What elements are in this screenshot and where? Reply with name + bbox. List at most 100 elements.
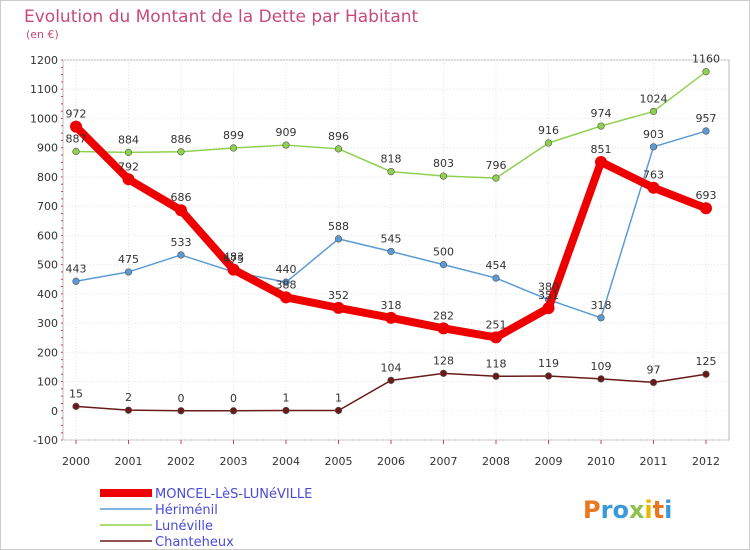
- x-tick-label: 2001: [115, 455, 143, 468]
- data-label: 972: [66, 108, 87, 121]
- data-label: 282: [433, 309, 454, 322]
- x-tick-label: 2009: [535, 455, 563, 468]
- chart-subtitle: (en €): [26, 28, 59, 41]
- data-point: [175, 204, 187, 217]
- legend-label: Lunéville: [155, 519, 213, 534]
- data-label: 916: [538, 124, 559, 137]
- x-tick-label: 2010: [587, 455, 615, 468]
- data-label: 903: [643, 128, 664, 141]
- legend-label: MONCEL-LèS-LUNéVILLE: [155, 487, 312, 502]
- data-label: 909: [276, 126, 297, 139]
- data-label: 1024: [640, 92, 668, 105]
- x-tick-label: 2003: [220, 455, 248, 468]
- x-tick-label: 2012: [692, 455, 720, 468]
- data-point: [702, 370, 710, 378]
- y-tick-label: 400: [37, 288, 58, 301]
- data-point: [700, 202, 712, 215]
- data-label: 818: [381, 153, 402, 166]
- data-label: 851: [591, 143, 612, 156]
- data-point: [70, 120, 82, 133]
- y-tick-label: 500: [37, 259, 58, 272]
- data-label: 974: [591, 107, 612, 120]
- data-point: [177, 407, 185, 415]
- data-point: [280, 291, 292, 304]
- data-label: 119: [538, 357, 559, 370]
- data-label: 251: [486, 318, 507, 331]
- data-point: [124, 148, 133, 156]
- data-label: 443: [66, 262, 87, 275]
- y-tick-label: 1200: [30, 54, 58, 67]
- data-point: [387, 247, 395, 256]
- data-point: [229, 144, 238, 152]
- data-point: [282, 278, 290, 286]
- data-label: 887: [66, 132, 87, 145]
- data-point: [649, 143, 658, 151]
- data-label: 352: [328, 289, 349, 302]
- data-label: 693: [696, 189, 717, 202]
- data-point: [282, 406, 290, 415]
- y-tick-label: 1000: [30, 112, 58, 125]
- data-label: 796: [486, 159, 507, 172]
- legend-label: Hériménil: [155, 503, 218, 518]
- data-point: [387, 168, 395, 176]
- data-point: [544, 372, 553, 380]
- data-label: 1: [335, 391, 342, 404]
- data-label: 454: [486, 259, 507, 272]
- data-point: [597, 375, 605, 383]
- x-tick-label: 2005: [325, 455, 353, 468]
- data-label: 1: [283, 391, 290, 404]
- data-point: [439, 261, 448, 269]
- data-label: 109: [591, 360, 612, 373]
- y-tick-label: 0: [51, 405, 58, 418]
- data-point: [124, 406, 133, 414]
- data-label: 351: [538, 289, 559, 302]
- data-label: 763: [643, 169, 664, 182]
- logo-text: Proxiti: [583, 496, 672, 524]
- data-point: [702, 68, 710, 76]
- data-point: [542, 302, 555, 315]
- grid: [63, 59, 729, 441]
- data-point: [437, 322, 450, 335]
- data-point: [387, 376, 395, 384]
- chart-title: Evolution du Montant de la Dette par Hab…: [24, 7, 419, 27]
- data-labels: 9727926864833883523182822513518517636934…: [66, 53, 721, 405]
- data-point: [72, 277, 80, 285]
- data-label: 104: [381, 361, 402, 374]
- data-point: [332, 301, 345, 314]
- data-point: [439, 369, 448, 377]
- data-point: [177, 148, 185, 156]
- data-label: 545: [381, 232, 402, 245]
- data-label: 475: [223, 253, 244, 266]
- data-label: 886: [171, 133, 192, 146]
- data-label: 686: [171, 191, 192, 204]
- data-label: 2: [125, 391, 132, 404]
- data-point: [122, 173, 135, 186]
- data-label: 380: [538, 281, 559, 294]
- data-point: [282, 141, 290, 149]
- data-point: [177, 251, 185, 259]
- data-label: 318: [381, 299, 402, 312]
- data-point: [597, 314, 605, 322]
- data-point: [227, 263, 240, 276]
- data-point: [385, 311, 397, 324]
- data-point: [490, 331, 502, 344]
- data-label: 15: [69, 387, 83, 400]
- data-label: 1160: [692, 53, 720, 66]
- data-point: [124, 268, 133, 276]
- data-label: 475: [118, 253, 139, 266]
- data-label: 0: [178, 392, 185, 405]
- data-point: [649, 378, 658, 387]
- data-point: [334, 406, 343, 415]
- data-label: 0: [230, 392, 237, 405]
- legend-label: Chanteheux: [155, 535, 234, 550]
- data-point: [334, 235, 343, 243]
- x-tick-label: 2011: [640, 455, 668, 468]
- data-point: [647, 181, 660, 194]
- data-point: [492, 174, 500, 182]
- data-point: [649, 107, 658, 116]
- data-point: [544, 139, 553, 147]
- data-point: [229, 407, 238, 415]
- data-label: 899: [223, 129, 244, 142]
- data-point: [72, 147, 80, 156]
